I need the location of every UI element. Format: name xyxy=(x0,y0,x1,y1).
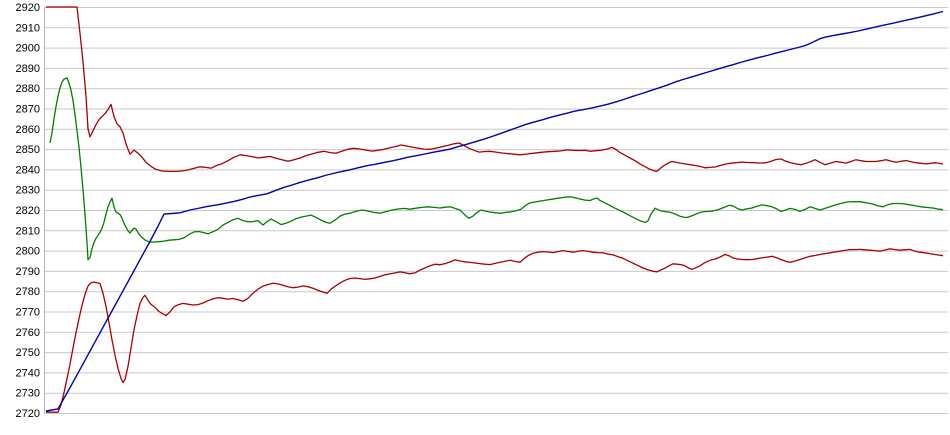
y-tick-label: 2860 xyxy=(16,124,40,136)
y-tick-label: 2780 xyxy=(16,286,40,298)
y-tick-label: 2840 xyxy=(16,164,40,176)
y-tick-label: 2800 xyxy=(16,246,40,258)
y-tick-label: 2870 xyxy=(16,104,40,116)
y-tick-label: 2760 xyxy=(16,327,40,339)
y-tick-label: 2900 xyxy=(16,43,40,55)
y-tick-label: 2790 xyxy=(16,266,40,278)
y-tick-label: 2910 xyxy=(16,22,40,34)
series-upper-band-red xyxy=(46,6,944,173)
y-tick-label: 2820 xyxy=(16,205,40,217)
series-trend-blue xyxy=(45,10,944,412)
y-tick-label: 2720 xyxy=(16,408,40,420)
y-tick-label: 2740 xyxy=(16,367,40,379)
y-tick-label: 2750 xyxy=(16,347,40,359)
y-tick-label: 2920 xyxy=(16,2,40,14)
y-tick-label: 2830 xyxy=(16,185,40,197)
y-tick-label: 2890 xyxy=(16,63,40,75)
y-tick-label: 2730 xyxy=(16,388,40,400)
y-tick-label: 2810 xyxy=(16,225,40,237)
y-tick-label: 2770 xyxy=(16,307,40,319)
y-tick-label: 2850 xyxy=(16,144,40,156)
series-midline-green xyxy=(49,77,944,261)
y-tick-label: 2880 xyxy=(16,83,40,95)
series-lower-band-red xyxy=(46,248,944,413)
